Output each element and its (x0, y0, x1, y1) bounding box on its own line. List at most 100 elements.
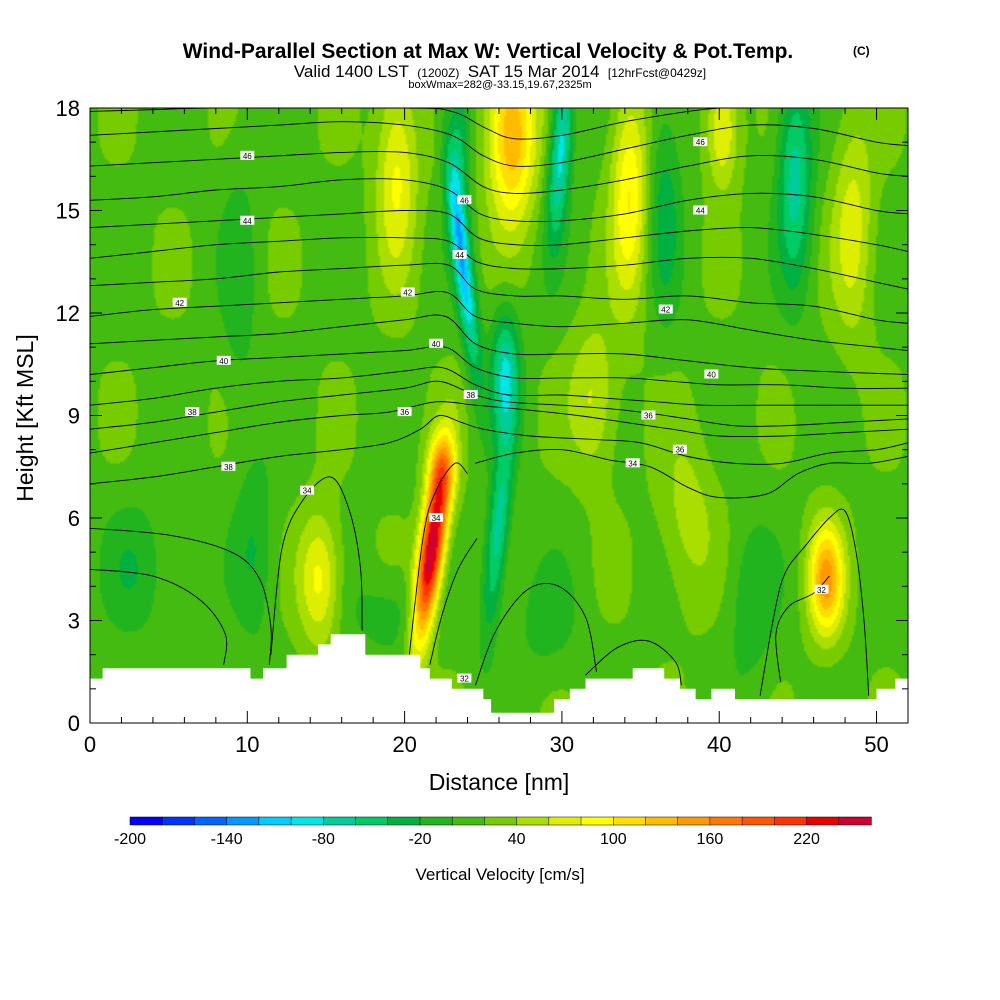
theta-contour-42 (90, 290, 908, 352)
theta-contour-38 (90, 380, 908, 430)
y-tick-label: 15 (56, 199, 80, 224)
chart-title: Wind-Parallel Section at Max W: Vertical… (183, 40, 794, 63)
contour-label: 40 (704, 369, 719, 380)
svg-text:38: 38 (466, 391, 475, 400)
contour-labels: 46 44 42 40 38 38 36 34 34 32 46 44 42 40 38 46 44 42 40 36… (172, 137, 829, 684)
vertical-velocity-field (90, 108, 908, 723)
theta-contour-36 (90, 401, 908, 454)
colorbar-tick-label: 160 (697, 831, 724, 848)
forecast-tag: [12hrFcst@0429z] (608, 66, 706, 80)
theta-contour-46 (90, 121, 908, 167)
x-tick-label: 30 (550, 732, 574, 757)
svg-text:44: 44 (455, 251, 464, 260)
theta-contour-36 (90, 414, 908, 485)
svg-text:38: 38 (224, 463, 233, 472)
colorbar-swatch (387, 816, 421, 826)
theta-contour-34 (90, 568, 228, 665)
svg-text:34: 34 (432, 514, 441, 523)
theta-contour-34 (759, 508, 870, 696)
colorbar-tick-label: -20 (408, 831, 431, 848)
contour-label: 46 (693, 137, 708, 147)
theta-contour-34 (475, 448, 908, 499)
colorbar-swatch (580, 816, 614, 826)
svg-text:34: 34 (628, 459, 637, 468)
svg-text:36: 36 (675, 446, 684, 455)
svg-text:40: 40 (219, 357, 228, 366)
svg-text:42: 42 (661, 306, 670, 315)
colorbar-swatch (645, 816, 679, 826)
theta-contour-38 (90, 366, 908, 406)
colorbar-swatch (516, 816, 550, 826)
contour-label: 34 (300, 485, 315, 496)
y-tick-label: 6 (68, 506, 80, 531)
svg-text:46: 46 (460, 196, 469, 205)
theta-contour-44 (90, 236, 908, 290)
minor-ticks (90, 108, 909, 723)
svg-text:32: 32 (460, 675, 469, 684)
plot-area: 46 44 42 40 38 38 36 34 34 32 46 44 42 40 38 46 44 42 40 36… (89, 107, 909, 724)
contour-label: 44 (693, 205, 708, 216)
colorbar-swatch (613, 816, 647, 826)
svg-text:44: 44 (696, 207, 705, 216)
contour-label: 38 (463, 390, 478, 400)
theta-contour-34 (408, 462, 468, 655)
y-tick-label: 0 (68, 711, 80, 736)
colorbar-swatch (451, 816, 486, 826)
svg-text:40: 40 (707, 371, 716, 380)
colorbar-swatch (806, 816, 840, 826)
contour-label: 36 (672, 444, 687, 455)
svg-text:32: 32 (817, 586, 826, 595)
colorbar-swatch (290, 816, 324, 826)
x-tick-label: 20 (392, 732, 416, 757)
colorbar-swatch (258, 816, 292, 826)
colorbar-swatch (419, 816, 453, 826)
subtitle-valid: Valid 1400 LST (1200Z) SAT 15 Mar 2014 [… (294, 62, 706, 81)
contour-label: 40 (216, 355, 231, 366)
colorbar-swatch (709, 816, 743, 826)
box-wmax-note: boxWmax=282@-33.15,19.67,2325m (408, 79, 591, 91)
terrain-mask (90, 634, 908, 723)
colorbar-tick-label: 220 (793, 831, 820, 848)
svg-text:34: 34 (303, 487, 312, 496)
x-tick-label: 50 (864, 732, 888, 757)
colorbar-swatch (323, 816, 357, 826)
colorbar-tick-label: 100 (600, 831, 627, 848)
contour-label: 36 (641, 410, 656, 421)
theta-contour-34 (474, 583, 597, 686)
contour-label: 32 (457, 673, 472, 684)
contour-label: 46 (457, 195, 472, 205)
svg-text:46: 46 (243, 152, 252, 161)
svg-text:38: 38 (188, 408, 197, 417)
y-tick-label: 9 (68, 404, 80, 429)
x-tick-label: 40 (707, 732, 731, 757)
valid-zulu: (1200Z) (417, 66, 459, 80)
colorbar-swatch (355, 816, 389, 826)
colorbar-swatch (677, 816, 711, 826)
svg-text:42: 42 (175, 299, 184, 308)
contour-label: 36 (397, 407, 412, 417)
valid-date: SAT 15 Mar 2014 (468, 62, 600, 81)
theta-contour-34 (270, 476, 363, 655)
contour-label: 38 (221, 461, 236, 472)
colorbar-swatch (194, 816, 228, 826)
contour-label: 38 (185, 407, 200, 417)
colorbar-swatch (226, 816, 260, 826)
theta-contour-42 (90, 262, 908, 324)
x-tick-label: 10 (235, 732, 259, 757)
contour-label: 46 (240, 150, 255, 161)
contour-label: 44 (240, 215, 255, 226)
colorbar-swatch (161, 816, 196, 826)
x-axis-label: Distance [nm] (429, 769, 570, 795)
contour-label: 34 (429, 513, 444, 523)
colorbar-swatch (548, 816, 582, 826)
svg-text:36: 36 (400, 408, 409, 417)
y-tick-label: 12 (56, 301, 80, 326)
colorbar-tick-label: 40 (508, 831, 526, 848)
x-tick-label: 0 (84, 732, 96, 757)
contour-label: 40 (429, 338, 444, 349)
colorbar-tick-label: -80 (312, 831, 335, 848)
theta-contour-34 (585, 639, 682, 686)
theta-contour-46 (90, 178, 908, 223)
colorbar-label: Vertical Velocity [cm/s] (415, 865, 584, 884)
